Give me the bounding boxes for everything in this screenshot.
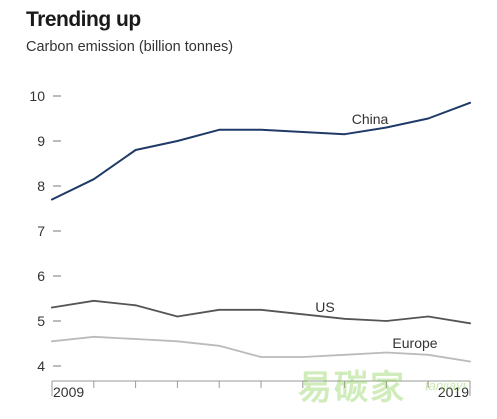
y-tick-label-9: 9 bbox=[37, 133, 45, 149]
y-tick-label-5: 5 bbox=[37, 313, 45, 329]
series-line-china bbox=[51, 101, 471, 201]
series-line-us bbox=[51, 299, 471, 325]
data-point-europe-2010 bbox=[92, 335, 95, 338]
y-tick-label-8: 8 bbox=[37, 178, 45, 194]
data-point-europe-2015 bbox=[301, 356, 304, 358]
data-point-us-2009 bbox=[51, 306, 53, 309]
y-tick-label-4: 4 bbox=[37, 358, 45, 374]
chart-title: Trending up bbox=[26, 8, 141, 31]
y-tick-label-7: 7 bbox=[37, 223, 45, 239]
data-point-us-2017 bbox=[385, 320, 388, 322]
data-point-europe-2019 bbox=[469, 360, 471, 363]
data-point-china-2013 bbox=[218, 128, 221, 131]
data-point-china-2012 bbox=[176, 140, 179, 142]
data-point-europe-2016 bbox=[343, 353, 346, 356]
chart-subtitle: Carbon emission (billion tonnes) bbox=[26, 39, 234, 55]
y-tick-label-10: 10 bbox=[29, 88, 45, 104]
watermark-logo-latin: tanjiayi bbox=[425, 378, 466, 393]
data-point-us-2011 bbox=[134, 304, 137, 307]
data-point-europe-2011 bbox=[134, 338, 137, 340]
series-label-china: China bbox=[352, 111, 389, 127]
x-tick-label-2019: 2019 bbox=[438, 384, 469, 400]
data-point-us-2014 bbox=[260, 308, 262, 311]
watermark-logo: 易碳家 bbox=[298, 369, 406, 407]
data-point-europe-2014 bbox=[260, 356, 262, 358]
data-point-europe-2012 bbox=[176, 340, 179, 343]
data-point-china-2011 bbox=[134, 149, 137, 151]
data-point-china-2019 bbox=[469, 101, 471, 104]
data-point-china-2014 bbox=[260, 128, 262, 131]
data-point-us-2019 bbox=[469, 322, 471, 325]
data-point-us-2018 bbox=[427, 315, 430, 318]
data-point-china-2009 bbox=[51, 198, 53, 201]
series-label-europe: Europe bbox=[392, 335, 437, 351]
series-label-us: US bbox=[315, 299, 334, 315]
data-point-us-2013 bbox=[218, 308, 221, 311]
data-point-europe-2009 bbox=[51, 340, 53, 343]
data-point-us-2010 bbox=[92, 299, 95, 302]
data-point-europe-2017 bbox=[385, 351, 388, 354]
data-point-china-2018 bbox=[427, 117, 430, 120]
data-point-us-2015 bbox=[301, 313, 304, 316]
data-point-china-2017 bbox=[385, 126, 388, 129]
data-point-europe-2013 bbox=[218, 344, 221, 347]
y-tick-label-6: 6 bbox=[37, 268, 45, 284]
data-point-europe-2018 bbox=[427, 353, 430, 356]
data-point-us-2016 bbox=[343, 317, 346, 320]
x-tick-label-2009: 2009 bbox=[53, 384, 84, 400]
data-point-china-2015 bbox=[301, 131, 304, 133]
data-point-china-2010 bbox=[92, 178, 95, 181]
data-point-china-2016 bbox=[343, 133, 346, 136]
data-point-us-2012 bbox=[176, 315, 179, 318]
